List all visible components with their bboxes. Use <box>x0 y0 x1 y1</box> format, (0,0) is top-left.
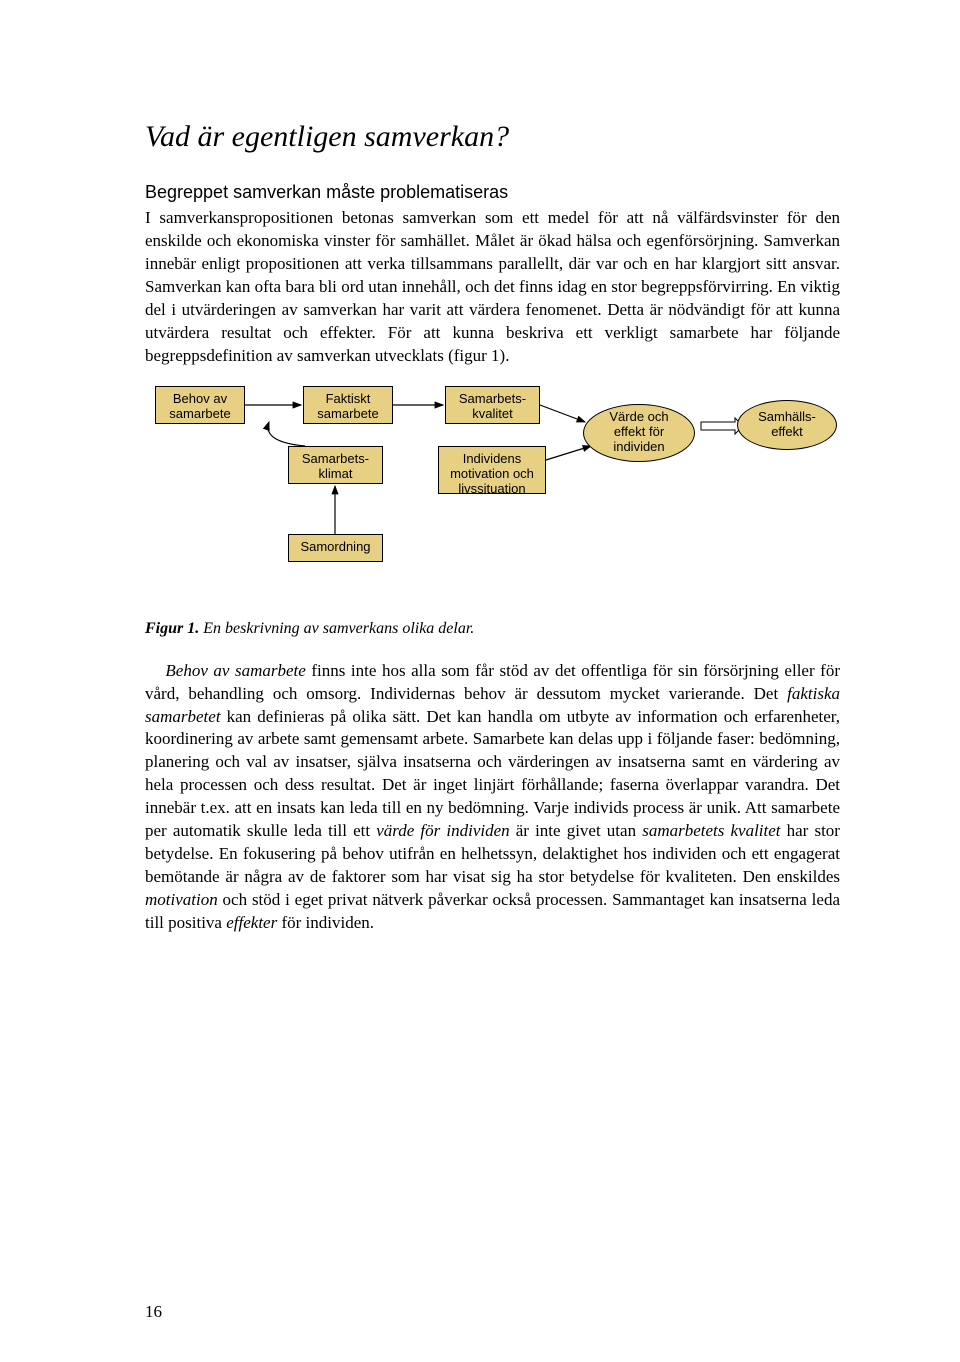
diagram-node-kvalitet: Samarbets-kvalitet <box>445 386 540 424</box>
diagram-node-faktiskt: Faktisktsamarbete <box>303 386 393 424</box>
diagram-node-behov: Behov avsamarbete <box>155 386 245 424</box>
page-number: 16 <box>145 1302 162 1322</box>
section-subheading: Begreppet samverkan måste problematisera… <box>145 182 840 203</box>
document-page: Vad är egentligen samverkan? Begreppet s… <box>0 0 960 1362</box>
diagram-node-samhalle: Samhälls-effekt <box>737 400 837 450</box>
diagram-node-motivation: Individensmotivation ochlivssituation <box>438 446 546 494</box>
figure-1-diagram: Behov avsamarbete Faktisktsamarbete Samarb… <box>145 386 845 606</box>
diagram-node-varde: Värde ocheffekt förindividen <box>583 404 695 462</box>
paragraph-1: I samverkanspropositionen betonas samver… <box>145 207 840 368</box>
figure-caption-text: En beskrivning av samverkans olika delar… <box>199 620 474 637</box>
paragraph-2: Behov av samarbete finns inte hos alla s… <box>145 660 840 935</box>
diagram-node-klimat: Samarbets-klimat <box>288 446 383 484</box>
figure-caption: Figur 1. En beskrivning av samverkans ol… <box>145 620 840 638</box>
figure-caption-label: Figur 1. <box>145 620 199 637</box>
page-heading: Vad är egentligen samverkan? <box>145 120 840 154</box>
diagram-node-samordning: Samordning <box>288 534 383 562</box>
